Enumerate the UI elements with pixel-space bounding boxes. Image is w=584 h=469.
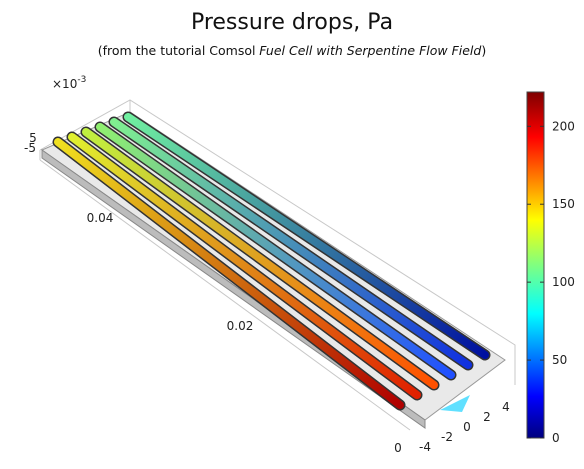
scale-label: ×10-3 — [52, 75, 86, 91]
x-tick-label: 0 — [463, 420, 471, 434]
scale-base: ×10 — [52, 77, 77, 91]
x-tick-label: 2 — [483, 410, 491, 424]
y-tick-label: 0.02 — [227, 319, 254, 333]
channel — [54, 138, 404, 409]
scale-exponent: -3 — [77, 75, 86, 85]
x-tick-label: -4 — [419, 440, 431, 454]
channel — [124, 113, 489, 359]
channel — [68, 133, 421, 399]
subtitle-emphasis: Fuel Cell with Serpentine Flow Field — [259, 43, 482, 58]
channel — [82, 128, 438, 389]
y-tick-label: 0.04 — [87, 211, 114, 225]
colorbar-tick-label: 200 — [552, 119, 575, 133]
colorbar-tick-label: 0 — [552, 431, 560, 445]
x-tick-label: 4 — [502, 400, 510, 414]
z-tick-label: 5 — [29, 131, 37, 145]
subtitle: (from the tutorial Comsol Fuel Cell with … — [0, 43, 584, 58]
x-tick-label: -2 — [441, 430, 453, 444]
inlet-spot — [440, 395, 470, 412]
channel — [110, 118, 472, 369]
colorbar-tick-label: 50 — [552, 353, 567, 367]
title: Pressure drops, Pa — [190, 10, 394, 35]
channel — [96, 123, 455, 379]
colorbar — [526, 91, 545, 439]
y-tick-label: 0 — [394, 441, 402, 455]
subtitle-suffix: ) — [481, 43, 487, 58]
z-tick-label: -5 — [24, 141, 36, 155]
colorbar-tick-label: 150 — [552, 197, 575, 211]
channels — [52, 111, 491, 411]
subtitle-prefix: (from the tutorial Comsol — [97, 43, 256, 58]
colorbar-tick-label: 100 — [552, 275, 575, 289]
